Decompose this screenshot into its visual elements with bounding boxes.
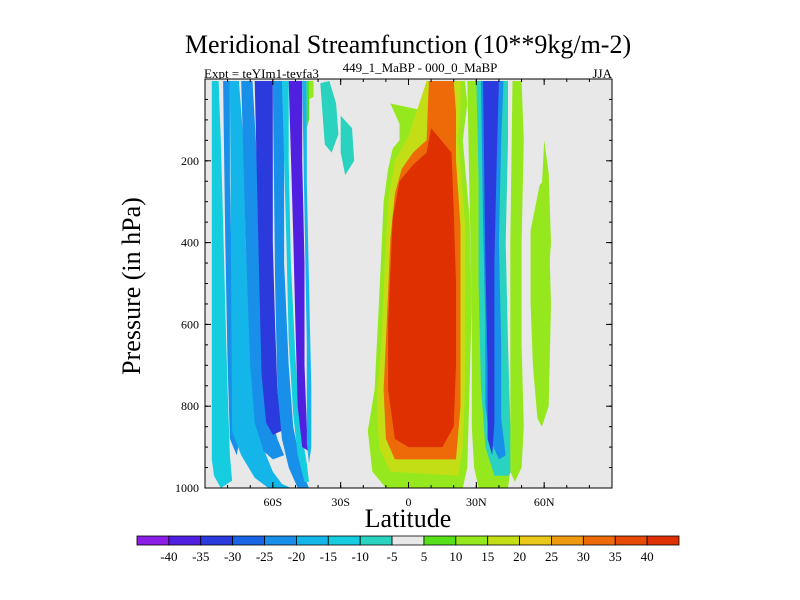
colorbar-swatch [168, 535, 202, 546]
colorbar-label: -25 [256, 549, 273, 564]
x-tick-label: 30S [331, 495, 350, 509]
y-tick-label: 800 [181, 399, 199, 413]
contour-patch-g [318, 483, 328, 488]
x-tick-label: 60N [534, 495, 555, 509]
contour-north-lg [510, 81, 524, 482]
colorbar-label: -20 [288, 549, 305, 564]
x-tick-label: 60S [263, 495, 282, 509]
colorbar-swatch [551, 535, 584, 546]
colorbar: -40 -35 -30 -25 -20 -15 -10 -5 5 10 15 20 25 30 35 40 [136, 535, 680, 564]
y-ticks: 200 400 600 800 1000 [175, 98, 612, 495]
contour-band-h [288, 81, 309, 452]
colorbar-swatch [487, 535, 520, 546]
colorbar-swatch [423, 535, 457, 546]
colorbar-swatch [582, 535, 616, 546]
contour-patch-e [320, 316, 325, 394]
colorbar-swatch [614, 535, 648, 546]
contour-patch-a [309, 95, 323, 149]
contour-regions [211, 81, 551, 488]
colorbar-label: 40 [641, 549, 654, 564]
y-tick-label: 1000 [175, 481, 199, 495]
colorbar-swatch [455, 535, 489, 546]
colorbar-swatch [646, 535, 680, 546]
colorbar-swatch [391, 535, 425, 546]
contour-band-d [241, 81, 285, 460]
chart-title: Meridional Streamfunction (10**9kg/m-2) [185, 30, 631, 59]
colorbar-swatch [200, 535, 234, 546]
plot-area: 60S 30S 0 30N 60N 200 400 600 800 1000 [175, 78, 613, 509]
y-tick-label: 200 [181, 154, 199, 168]
colorbar-label: -10 [352, 549, 369, 564]
contour-patch-f [333, 348, 341, 411]
x-ticks: 60S 30S 0 30N 60N [204, 79, 613, 509]
contour-band-j [306, 81, 309, 129]
colorbar-swatch [327, 535, 361, 546]
x-tick-label: 0 [406, 495, 412, 509]
colorbar-label: 15 [481, 549, 494, 564]
contour-north-c2 [541, 140, 551, 308]
colorbar-label: -35 [192, 549, 209, 564]
contour-equator-r [388, 128, 456, 448]
contour-patch-b [309, 169, 316, 235]
colorbar-label: -30 [224, 549, 241, 564]
contour-band-f [272, 81, 309, 488]
colorbar-swatch [264, 535, 297, 546]
colorbar-label: 30 [577, 549, 590, 564]
chart-subtitle-left: Expt = teYIm1-teyfa3 [204, 66, 319, 81]
colorbar-swatch [359, 535, 393, 546]
x-tick-label: 30N [466, 495, 487, 509]
contour-band-i [302, 81, 312, 464]
colorbar-label: -15 [320, 549, 337, 564]
colorbar-label: 10 [449, 549, 462, 564]
colorbar-swatch [519, 535, 552, 546]
contour-band-g [281, 81, 309, 482]
colorbar-label: 20 [513, 549, 526, 564]
contour-band-b [223, 81, 242, 456]
colorbar-swatch [232, 535, 265, 546]
colorbar-label: -40 [160, 549, 177, 564]
contour-band-e [254, 81, 282, 435]
colorbar-swatch [136, 535, 170, 546]
y-tick-label: 600 [181, 317, 199, 331]
chart-subtitle-center: 449_1_MaBP - 000_0_MaBP [343, 60, 498, 75]
colorbar-label: 35 [609, 549, 622, 564]
colorbar-label: 5 [421, 549, 428, 564]
contour-patch-d [340, 115, 355, 176]
contour-patch-c [320, 81, 339, 153]
x-axis-label: Latitude [365, 504, 452, 533]
colorbar-swatch [296, 535, 329, 546]
y-axis-label: Pressure (in hPa) [117, 197, 146, 375]
chart-subtitle-right: JJA [592, 66, 612, 81]
contour-band-c [229, 81, 291, 488]
contour-north-p [483, 81, 499, 456]
colorbar-label: -5 [387, 549, 398, 564]
colorbar-label: 25 [545, 549, 558, 564]
contour-band-a [211, 81, 233, 488]
y-tick-label: 400 [181, 236, 199, 250]
